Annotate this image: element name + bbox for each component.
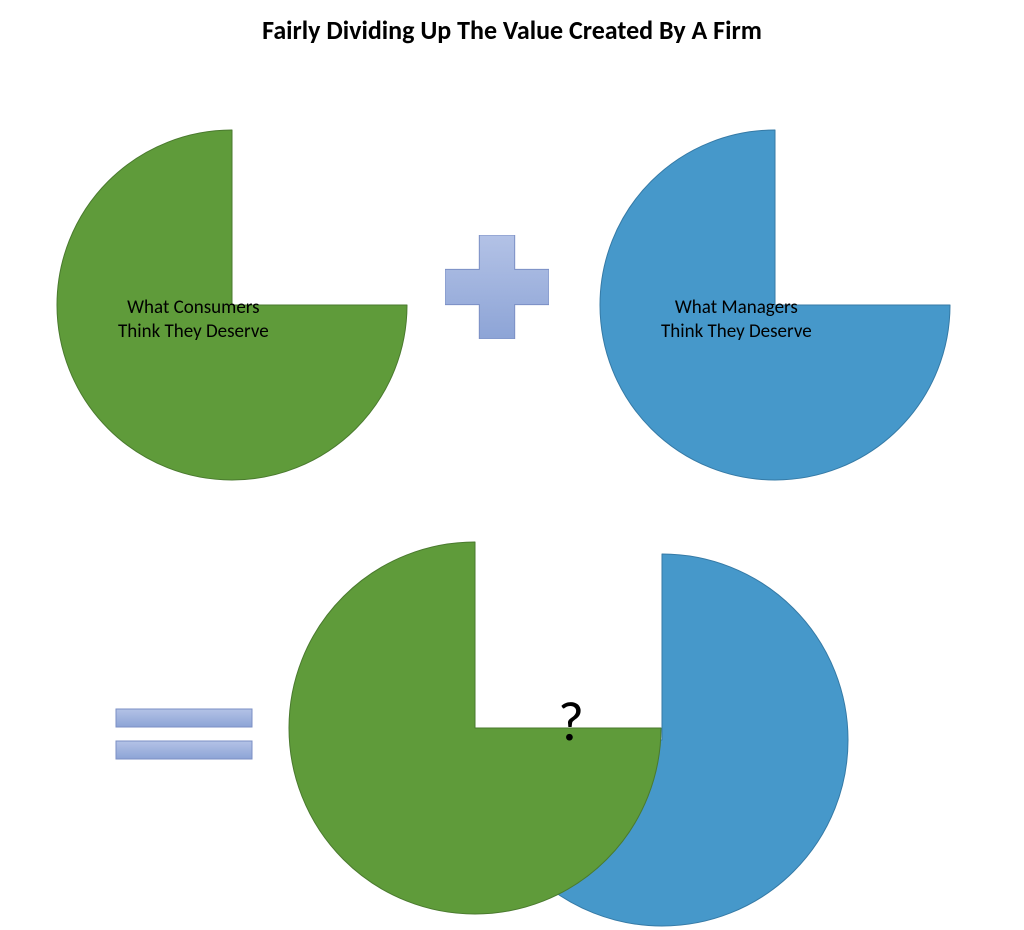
consumers-pie-label: What Consumers Think They Deserve xyxy=(118,296,269,344)
combined-green-pie xyxy=(285,538,665,918)
page-title: Fairly Dividing Up The Value Created By … xyxy=(0,14,1024,46)
equals-icon xyxy=(115,708,253,760)
managers-pie-label: What Managers Think They Deserve xyxy=(661,296,812,344)
question-mark: ? xyxy=(558,688,584,756)
diagram-canvas: Fairly Dividing Up The Value Created By … xyxy=(0,0,1024,930)
plus-icon xyxy=(445,235,549,339)
